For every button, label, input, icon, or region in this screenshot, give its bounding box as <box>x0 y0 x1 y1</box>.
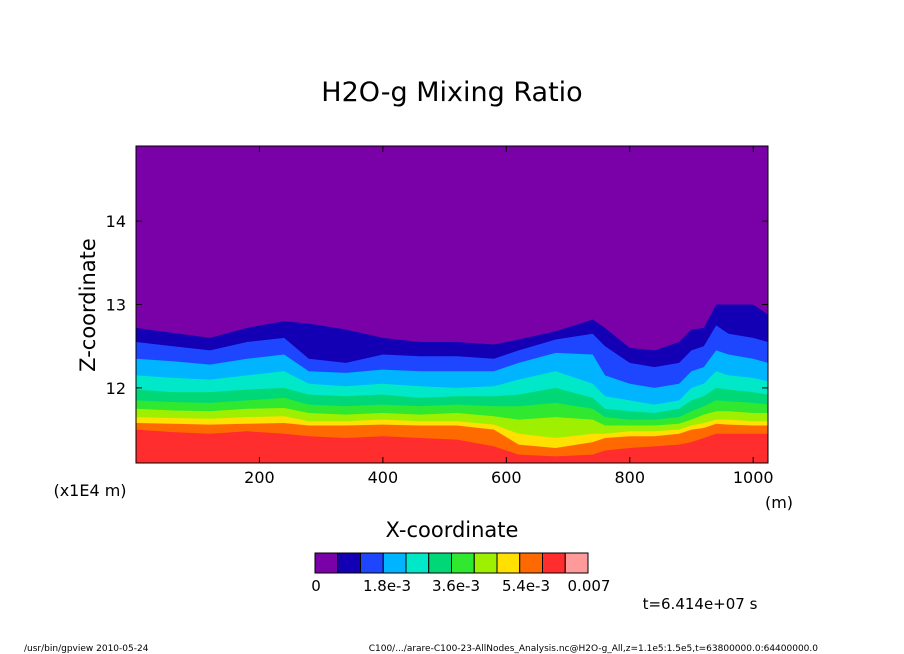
colorbar-label: 1.8e-3 <box>363 577 411 595</box>
colorbar-label: 0 <box>311 577 321 595</box>
colorbar <box>314 552 589 574</box>
colorbar-label: 3.6e-3 <box>432 577 480 595</box>
x-tick-label: 800 <box>614 468 645 487</box>
colorbar-swatch <box>519 552 543 574</box>
colorbar-swatch <box>337 552 361 574</box>
footer-right: C100/.../arare-C100-23-AllNodes_Analysis… <box>369 644 819 654</box>
colorbar-swatch <box>360 552 384 574</box>
y-tick-label: 14 <box>106 212 126 231</box>
x-unit-label: (m) <box>765 493 793 512</box>
colorbar-labels: 0 1.8e-3 3.6e-3 5.4e-3 0.007 <box>311 577 610 595</box>
colorbar-label: 5.4e-3 <box>502 577 550 595</box>
colorbar-swatch <box>496 552 521 574</box>
colorbar-swatch <box>382 552 407 574</box>
y-unit-label: (x1E4 m) <box>53 481 126 500</box>
y-axis: 12 13 14 <box>106 212 768 398</box>
colorbar-swatch <box>473 552 498 574</box>
x-tick-label: 600 <box>491 468 522 487</box>
colorbar-label: 0.007 <box>568 577 611 595</box>
x-tick-label: 200 <box>244 468 275 487</box>
x-tick-label: 400 <box>368 468 399 487</box>
chart-title: H2O-g Mixing Ratio <box>321 77 582 108</box>
colorbar-swatch <box>428 552 452 574</box>
contour-band-10 <box>136 429 768 463</box>
x-axis: 200 400 600 800 1000 <box>244 146 774 487</box>
x-tick-label: 1000 <box>733 468 774 487</box>
x-axis-label: X-coordinate <box>386 518 519 542</box>
y-axis-label: Z-coordinate <box>76 238 100 372</box>
y-tick-label: 12 <box>106 379 126 398</box>
colorbar-swatch <box>314 552 339 574</box>
footer-left: /usr/bin/gpview 2010-05-24 <box>24 644 149 654</box>
colorbar-swatch <box>542 552 566 574</box>
y-tick-label: 13 <box>106 296 126 315</box>
time-label: t=6.414e+07 s <box>643 595 758 613</box>
colorbar-swatch <box>564 552 589 574</box>
colorbar-swatch <box>405 552 430 574</box>
plot-area <box>136 146 768 463</box>
colorbar-swatch <box>451 552 475 574</box>
